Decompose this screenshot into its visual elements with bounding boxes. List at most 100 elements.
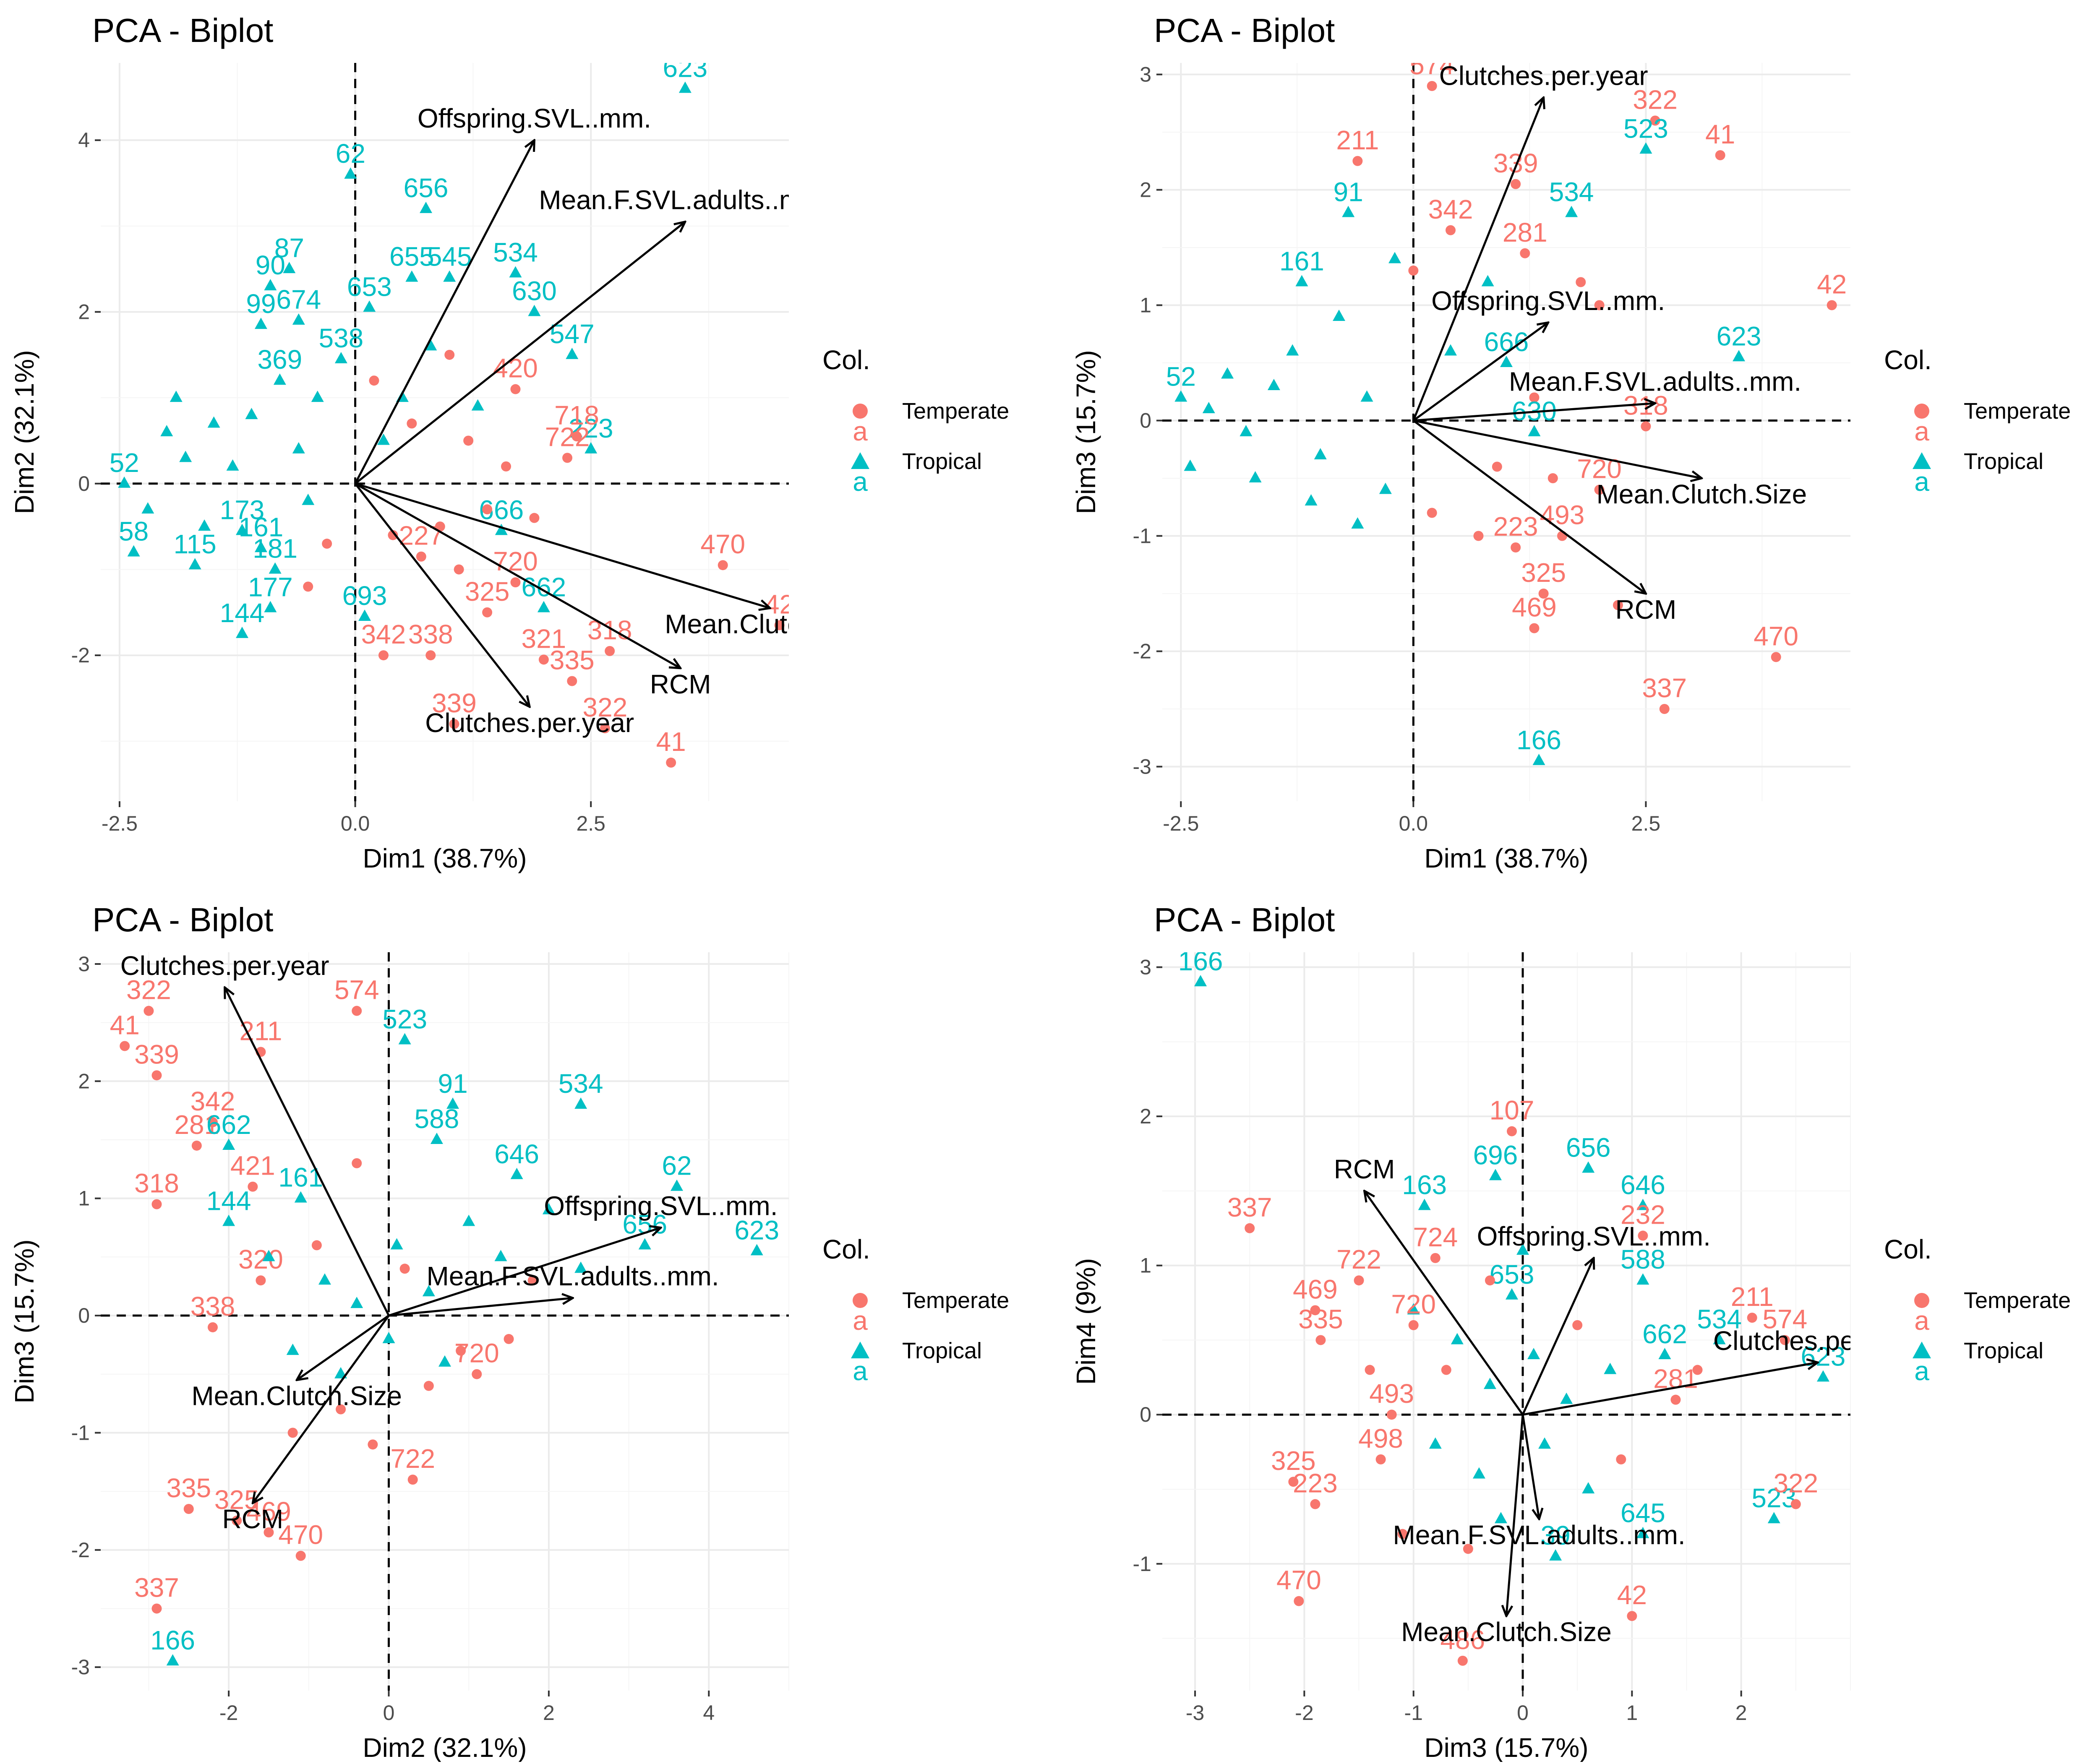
loading-arrow (297, 1314, 389, 1380)
legend-key-circle (1914, 1293, 1929, 1308)
point-temperate (1780, 1335, 1790, 1345)
point-label: 369 (257, 344, 302, 375)
point-temperate (529, 513, 540, 523)
point-temperate (388, 530, 398, 540)
point-label: 630 (512, 276, 557, 306)
point-tropical (1295, 275, 1308, 287)
y-tick-label: 0 (1140, 409, 1151, 433)
loading-arrow (253, 1315, 390, 1503)
point-temperate (287, 1428, 298, 1438)
point-label: 486 (1440, 1625, 1485, 1655)
point-label: 173 (220, 495, 265, 525)
point-temperate (1288, 1477, 1299, 1487)
point-tropical (574, 1097, 587, 1109)
point-tropical (1733, 350, 1746, 362)
point-tropical (262, 1250, 275, 1261)
point-tropical (1636, 1527, 1649, 1538)
point-tropical (292, 442, 305, 453)
loading-arrow (355, 482, 770, 608)
point-temperate (1771, 652, 1781, 662)
point-label: 211 (1731, 1282, 1774, 1312)
loading-label: RCM (222, 1504, 283, 1534)
point-label: 623 (663, 52, 707, 83)
point-tropical (471, 399, 484, 411)
legend-key-triangle (1913, 452, 1931, 469)
point-label: 674 (276, 284, 321, 315)
point-temperate (1715, 150, 1725, 160)
point-tropical (311, 391, 324, 402)
loading-arrow (1365, 1191, 1524, 1415)
point-label: 181 (253, 533, 297, 563)
point-label: 653 (347, 271, 392, 302)
point-label: 52 (110, 448, 139, 478)
point-temperate (1375, 1454, 1386, 1464)
point-tropical (1527, 1348, 1540, 1359)
point-tropical (574, 1261, 587, 1273)
point-temperate (510, 577, 521, 588)
y-tick-label: 1 (1140, 294, 1151, 317)
point-label: 107 (1490, 1095, 1534, 1126)
point-label: 161 (239, 512, 284, 542)
point-label: 645 (1620, 1498, 1665, 1528)
point-tropical (127, 545, 140, 557)
legend-key-glyph: a (853, 466, 868, 497)
x-tick-label: 0.0 (341, 812, 370, 835)
point-label: 338 (190, 1291, 235, 1321)
point-tropical (424, 339, 437, 351)
point-temperate (248, 1181, 258, 1192)
loading-label: Mean.F.SVL.adults..mm. (1509, 366, 1801, 396)
point-temperate (1594, 300, 1605, 310)
x-tick-label: 0 (1517, 1701, 1529, 1725)
point-temperate (1365, 1365, 1375, 1375)
loading-arrow (1521, 1414, 1539, 1519)
point-temperate (1529, 392, 1540, 403)
point-tropical (1604, 1363, 1617, 1374)
point-tropical (422, 1285, 435, 1297)
point-temperate (151, 1199, 162, 1209)
point-tropical (405, 270, 418, 282)
point-temperate (1650, 115, 1660, 126)
point-temperate (1408, 1320, 1419, 1330)
point-tropical (528, 305, 541, 316)
point-tropical (1174, 390, 1187, 402)
point-tropical (207, 416, 220, 428)
point-temperate (311, 1240, 322, 1251)
point-label: 321 (521, 623, 566, 654)
chart-title: PCA - Biplot (1154, 901, 1335, 938)
point-label: 662 (206, 1110, 251, 1140)
point-label: 335 (166, 1473, 211, 1503)
point-tropical (438, 1355, 451, 1367)
point-label: 339 (432, 688, 477, 718)
point-label: 144 (206, 1186, 251, 1216)
point-label: 335 (1298, 1304, 1343, 1334)
chart-title: PCA - Biplot (92, 901, 273, 938)
point-temperate (1315, 1335, 1326, 1345)
loading-arrow (355, 482, 681, 668)
point-label: 322 (1773, 1468, 1818, 1498)
point-tropical (1221, 367, 1234, 379)
point-tropical (254, 541, 267, 552)
point-label: 322 (1633, 85, 1678, 115)
point-label: 39 (1541, 1520, 1571, 1550)
point-label: 42 (1617, 1580, 1647, 1610)
point-temperate (1430, 1253, 1440, 1263)
loading-arrow (1506, 1415, 1524, 1616)
point-temperate (399, 1264, 410, 1274)
point-tropical (671, 1179, 684, 1191)
point-temperate (1427, 508, 1437, 518)
point-temperate (207, 1117, 218, 1128)
point-label: 653 (1490, 1259, 1534, 1290)
point-tropical (398, 1033, 411, 1045)
point-temperate (1310, 1499, 1320, 1509)
y-tick-label: 0 (78, 472, 90, 495)
point-tropical (1489, 1169, 1502, 1180)
point-temperate (538, 654, 549, 665)
point-tropical (273, 373, 286, 385)
point-tropical (269, 562, 282, 574)
loading-label: Offspring.SVL..mm. (1431, 286, 1665, 316)
point-temperate (1492, 461, 1502, 472)
point-tropical (382, 1331, 395, 1343)
point-tropical (264, 601, 277, 612)
y-tick-label: 3 (78, 952, 90, 976)
point-temperate (207, 1322, 218, 1332)
